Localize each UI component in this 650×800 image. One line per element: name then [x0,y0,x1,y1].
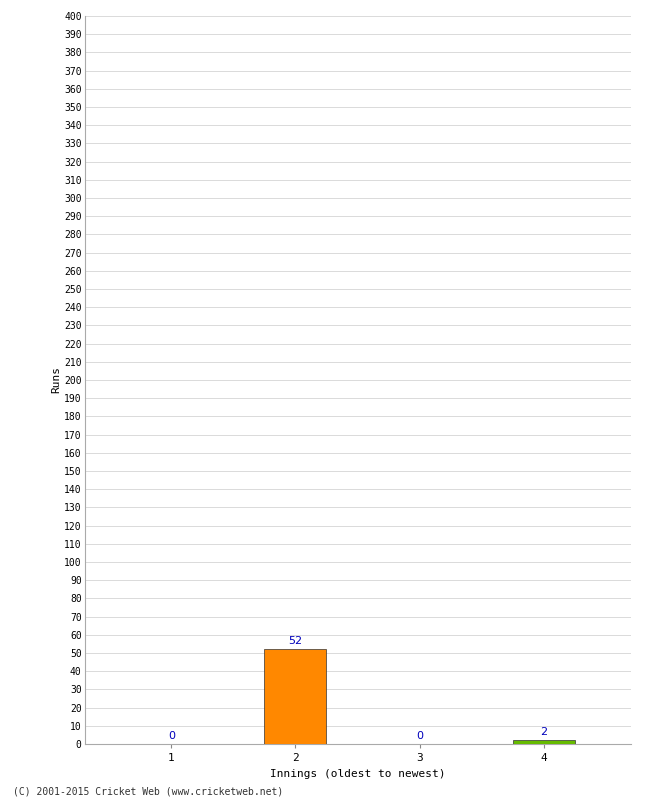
Text: 2: 2 [540,726,547,737]
Text: 0: 0 [416,731,423,742]
Text: (C) 2001-2015 Cricket Web (www.cricketweb.net): (C) 2001-2015 Cricket Web (www.cricketwe… [13,786,283,796]
Text: 52: 52 [289,636,302,646]
X-axis label: Innings (oldest to newest): Innings (oldest to newest) [270,769,445,778]
Text: 0: 0 [168,731,175,742]
Bar [265,650,326,744]
Y-axis label: Runs: Runs [51,366,61,394]
Bar [513,740,575,744]
